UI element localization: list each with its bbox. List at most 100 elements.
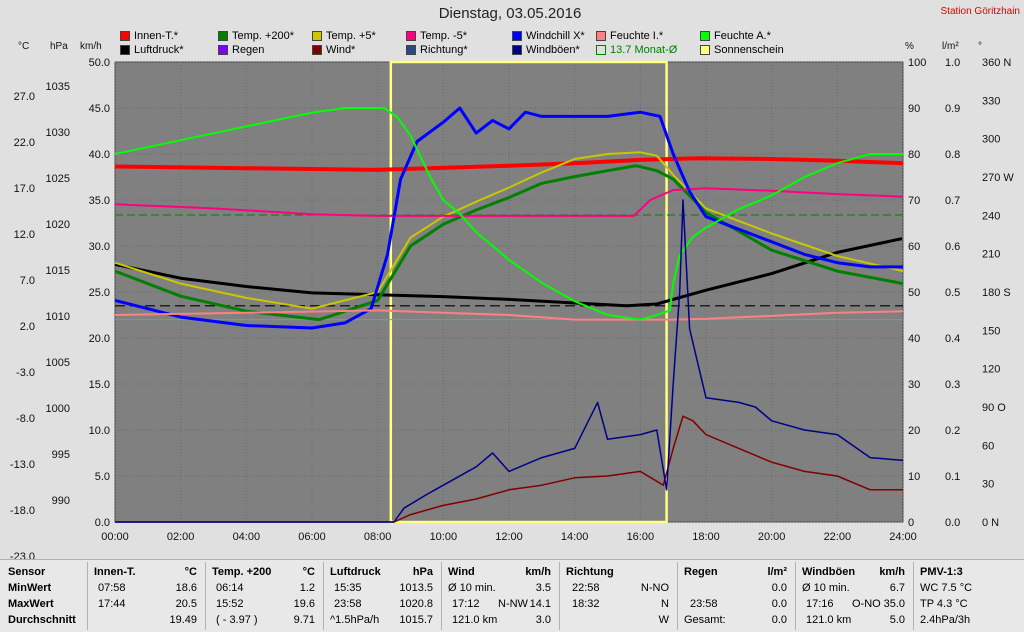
legend-label: Feuchte A.* xyxy=(714,30,771,42)
tick-label-lm2: 0.8 xyxy=(945,149,960,161)
tick-label-celsius: -8.0 xyxy=(16,413,35,425)
tick-label-kmh: 45.0 xyxy=(89,103,110,115)
stat-avg-note: ( - 3.97 ) xyxy=(216,614,258,626)
row-label-sensor: Sensor xyxy=(8,566,46,578)
tick-label-x: 00:00 xyxy=(101,531,129,543)
tick-label-hpa: 1030 xyxy=(46,127,70,139)
unit-celsius: °C xyxy=(18,41,30,52)
sunshine-band xyxy=(389,60,668,524)
tick-label-kmh: 40.0 xyxy=(89,149,110,161)
tick-label-hpa: 1020 xyxy=(46,219,70,231)
stat-avg: 19.49 xyxy=(169,614,197,626)
tick-label-celsius: -13.0 xyxy=(10,459,35,471)
stat-r3-label: Gesamt: xyxy=(684,614,726,626)
stat-r1-value: 3.5 xyxy=(535,582,551,594)
stat-r1-label: Ø 10 min. xyxy=(802,582,850,594)
tick-label-x: 20:00 xyxy=(758,531,786,543)
tick-label-lm2: 0.2 xyxy=(945,425,960,437)
tick-label-direction: 300 xyxy=(982,134,1000,146)
chart-title: Dienstag, 03.05.2016 xyxy=(438,5,582,22)
stat-min-time: 15:35 xyxy=(334,582,362,594)
stat-min-value: 1013.5 xyxy=(399,582,433,594)
stat-r3-value: 3.0 xyxy=(535,614,551,626)
station-name: Station Göritzhain xyxy=(940,6,1021,17)
tick-label-kmh: 30.0 xyxy=(89,241,110,253)
stat-unit: km/h xyxy=(525,566,551,578)
legend-label: 13.7 Monat-Ø xyxy=(610,44,678,56)
legend-swatch xyxy=(406,45,416,55)
stat-r2-value: N xyxy=(661,598,669,610)
tick-label-percent: 20 xyxy=(908,425,920,437)
legend-item: Temp. -5* xyxy=(406,30,467,42)
tick-label-direction: 150 xyxy=(982,325,1000,337)
tick-label-x: 18:00 xyxy=(692,531,720,543)
tick-label-celsius: -18.0 xyxy=(10,505,35,517)
tick-label-lm2: 0.7 xyxy=(945,195,960,207)
stat-r1-value: 0.0 xyxy=(771,582,787,594)
stat-r2-value: 35.0 xyxy=(883,598,905,610)
weather-chart: 27.0 22.0 17.0 12.0 7.0 2.0 -3.0 -8.0 -13.0 -18.0… xyxy=(10,57,1014,559)
legend-item: Wind* xyxy=(312,44,355,56)
stat-r1-label: Ø 10 min. xyxy=(448,582,496,594)
stat-title: Innen-T. xyxy=(94,566,136,578)
legend-item: Sonnenschein xyxy=(700,44,784,56)
legend-item: 13.7 Monat-Ø xyxy=(596,44,677,56)
legend-item: Luftdruck* xyxy=(120,44,184,56)
legend-swatch xyxy=(120,45,130,55)
stat-r2-value: 14.1 xyxy=(529,598,551,610)
legend-swatch xyxy=(596,31,606,41)
tick-label-percent: 80 xyxy=(908,149,920,161)
legend-swatch xyxy=(700,31,710,41)
legend-swatch xyxy=(218,45,228,55)
tick-label-x: 04:00 xyxy=(233,531,261,543)
stat-max-value: 20.5 xyxy=(175,598,197,610)
legend-label: Temp. +5* xyxy=(326,30,376,42)
stat-r3-value: 5.0 xyxy=(889,614,905,626)
stats-table: Sensor MinWert MaxWert Durchschnitt Inne… xyxy=(0,559,1024,632)
stats-innen: Innen-T. °C 07:58 18.6 17:44 20.5 19.49 xyxy=(88,562,206,630)
stat-min-time: 07:58 xyxy=(98,582,126,594)
series-feuchte-a-line xyxy=(114,107,903,321)
legend-label: Sonnenschein xyxy=(714,44,784,56)
tick-label-percent: 0 xyxy=(908,517,914,529)
tick-label-celsius: 7.0 xyxy=(20,275,35,287)
stat-title: Richtung xyxy=(566,566,614,578)
unit-kmh: km/h xyxy=(80,41,102,52)
stat-r3-value: W xyxy=(658,614,669,626)
stat-r2-time: 18:32 xyxy=(572,598,600,610)
tick-label-kmh: 10.0 xyxy=(89,425,110,437)
legend-label: Windböen* xyxy=(526,44,580,56)
tick-label-percent: 60 xyxy=(908,241,920,253)
legend-label: Temp. +200* xyxy=(232,30,295,42)
stats-pmv: PMV-1:3 WC 7.5 °C TP 4.3 °C 2.4hPa/3h xyxy=(914,562,1024,630)
tick-label-direction: 210 xyxy=(982,249,1000,261)
row-label-avg: Durchschnitt xyxy=(8,614,76,626)
tick-label-celsius: 22.0 xyxy=(14,137,35,149)
tick-label-direction: 360 N xyxy=(982,57,1011,69)
tick-label-lm2: 0.0 xyxy=(945,517,960,529)
legend-item: Innen-T.* xyxy=(120,30,178,42)
legend-swatch xyxy=(596,45,606,55)
legend-item: Feuchte A.* xyxy=(700,30,771,42)
legend-swatch xyxy=(120,31,130,41)
tick-label-kmh: 35.0 xyxy=(89,195,110,207)
tick-label-celsius: -3.0 xyxy=(16,367,35,379)
tick-label-x: 24:00 xyxy=(889,531,917,543)
series-wind-line xyxy=(115,415,903,523)
tick-label-lm2: 0.1 xyxy=(945,471,960,483)
series-feuchte-i-line xyxy=(114,309,904,321)
stat-r2-time: 23:58 xyxy=(690,598,718,610)
stats-druck: Luftdruck hPa 15:35 1013.5 23:58 1020.8 … xyxy=(324,562,442,630)
tick-label-lm2: 0.5 xyxy=(945,287,960,299)
stat-max-time: 23:58 xyxy=(334,598,362,610)
tick-label-kmh: 20.0 xyxy=(89,333,110,345)
tick-label-x: 08:00 xyxy=(364,531,392,543)
tick-label-percent: 50 xyxy=(908,287,920,299)
tick-label-direction: 240 xyxy=(982,210,1000,222)
stat-title: Windböen xyxy=(802,566,856,578)
legend-item: Regen xyxy=(218,44,264,56)
unit-degree: ° xyxy=(978,41,982,52)
stat-r2-dir: N-NW xyxy=(498,598,528,610)
legend-swatch xyxy=(312,31,322,41)
tick-label-percent: 100 xyxy=(908,57,926,69)
